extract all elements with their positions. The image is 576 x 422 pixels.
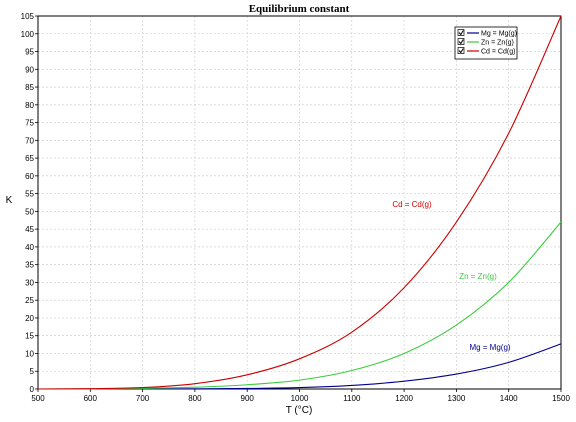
check-icon bbox=[458, 48, 464, 54]
x-tick-label: 1200 bbox=[395, 394, 413, 403]
y-tick-label: 50 bbox=[25, 207, 34, 216]
x-tick-label: 1500 bbox=[552, 394, 570, 403]
y-tick-label: 60 bbox=[25, 172, 34, 181]
legend-checkbox-cd[interactable] bbox=[457, 47, 465, 54]
y-tick-label: 95 bbox=[25, 48, 34, 57]
x-tick-label: 800 bbox=[188, 394, 202, 403]
y-tick-label: 85 bbox=[25, 83, 34, 92]
series-annotations: Mg = Mg(g) Zn = Zn(g) Cd = Cd(g) bbox=[392, 200, 511, 352]
y-tick-label: 40 bbox=[25, 243, 34, 252]
y-tick-label: 5 bbox=[30, 367, 35, 376]
y-tick-label: 30 bbox=[25, 278, 34, 287]
y-tick-label: 55 bbox=[25, 190, 34, 199]
y-tick-label: 90 bbox=[25, 65, 34, 74]
tick-labels: 500 600 700 800 900 1000 1100 1200 1300 1400 1500 0… bbox=[21, 12, 571, 403]
axes bbox=[35, 15, 562, 392]
y-axis-label: K bbox=[6, 195, 13, 206]
y-tick-label: 10 bbox=[25, 349, 34, 358]
y-tick-label: 15 bbox=[25, 332, 34, 341]
annotation-mg: Mg = Mg(g) bbox=[469, 343, 510, 352]
series-line-cd bbox=[37, 15, 562, 390]
check-icon bbox=[458, 30, 464, 36]
y-tick-label: 100 bbox=[21, 30, 35, 39]
annotation-zn: Zn = Zn(g) bbox=[459, 272, 497, 281]
y-tick-label: 105 bbox=[21, 12, 35, 21]
y-tick-label: 75 bbox=[25, 119, 34, 128]
chart-title: Equilibrium constant bbox=[249, 3, 350, 15]
annotation-cd: Cd = Cd(g) bbox=[392, 200, 432, 209]
x-tick-label: 600 bbox=[84, 394, 98, 403]
y-tick-label: 25 bbox=[25, 296, 34, 305]
legend-checkbox-mg[interactable] bbox=[457, 29, 465, 36]
check-icon bbox=[458, 39, 464, 45]
legend-label-zn: Zn = Zn(g) bbox=[481, 40, 514, 47]
legend-box bbox=[454, 26, 518, 60]
x-axis-label: T (°C) bbox=[286, 405, 313, 416]
x-tick-label: 1300 bbox=[448, 394, 466, 403]
y-tick-label: 35 bbox=[25, 261, 34, 270]
y-tick-label: 0 bbox=[30, 385, 35, 394]
series-lines bbox=[37, 15, 562, 390]
series-line-mg bbox=[38, 343, 562, 390]
x-tick-label: 500 bbox=[31, 394, 45, 403]
legend-label-cd: Cd = Cd(g) bbox=[481, 49, 515, 56]
x-tick-label: 1400 bbox=[500, 394, 518, 403]
legend-label-mg: Mg = Mg(g) bbox=[481, 31, 517, 38]
x-tick-label: 1000 bbox=[291, 394, 309, 403]
x-tick-label: 900 bbox=[241, 394, 255, 403]
y-tick-label: 20 bbox=[25, 314, 34, 323]
y-tick-label: 65 bbox=[25, 154, 34, 163]
x-tick-label: 1100 bbox=[343, 394, 361, 403]
y-tick-label: 70 bbox=[25, 136, 34, 145]
y-tick-label: 45 bbox=[25, 225, 34, 234]
legend-checkbox-zn[interactable] bbox=[457, 38, 465, 45]
grid bbox=[38, 16, 561, 389]
legend: Mg = Mg(g) Zn = Zn(g) Cd = Cd(g) bbox=[454, 26, 518, 60]
y-tick-label: 80 bbox=[25, 101, 34, 110]
x-tick-label: 700 bbox=[136, 394, 150, 403]
